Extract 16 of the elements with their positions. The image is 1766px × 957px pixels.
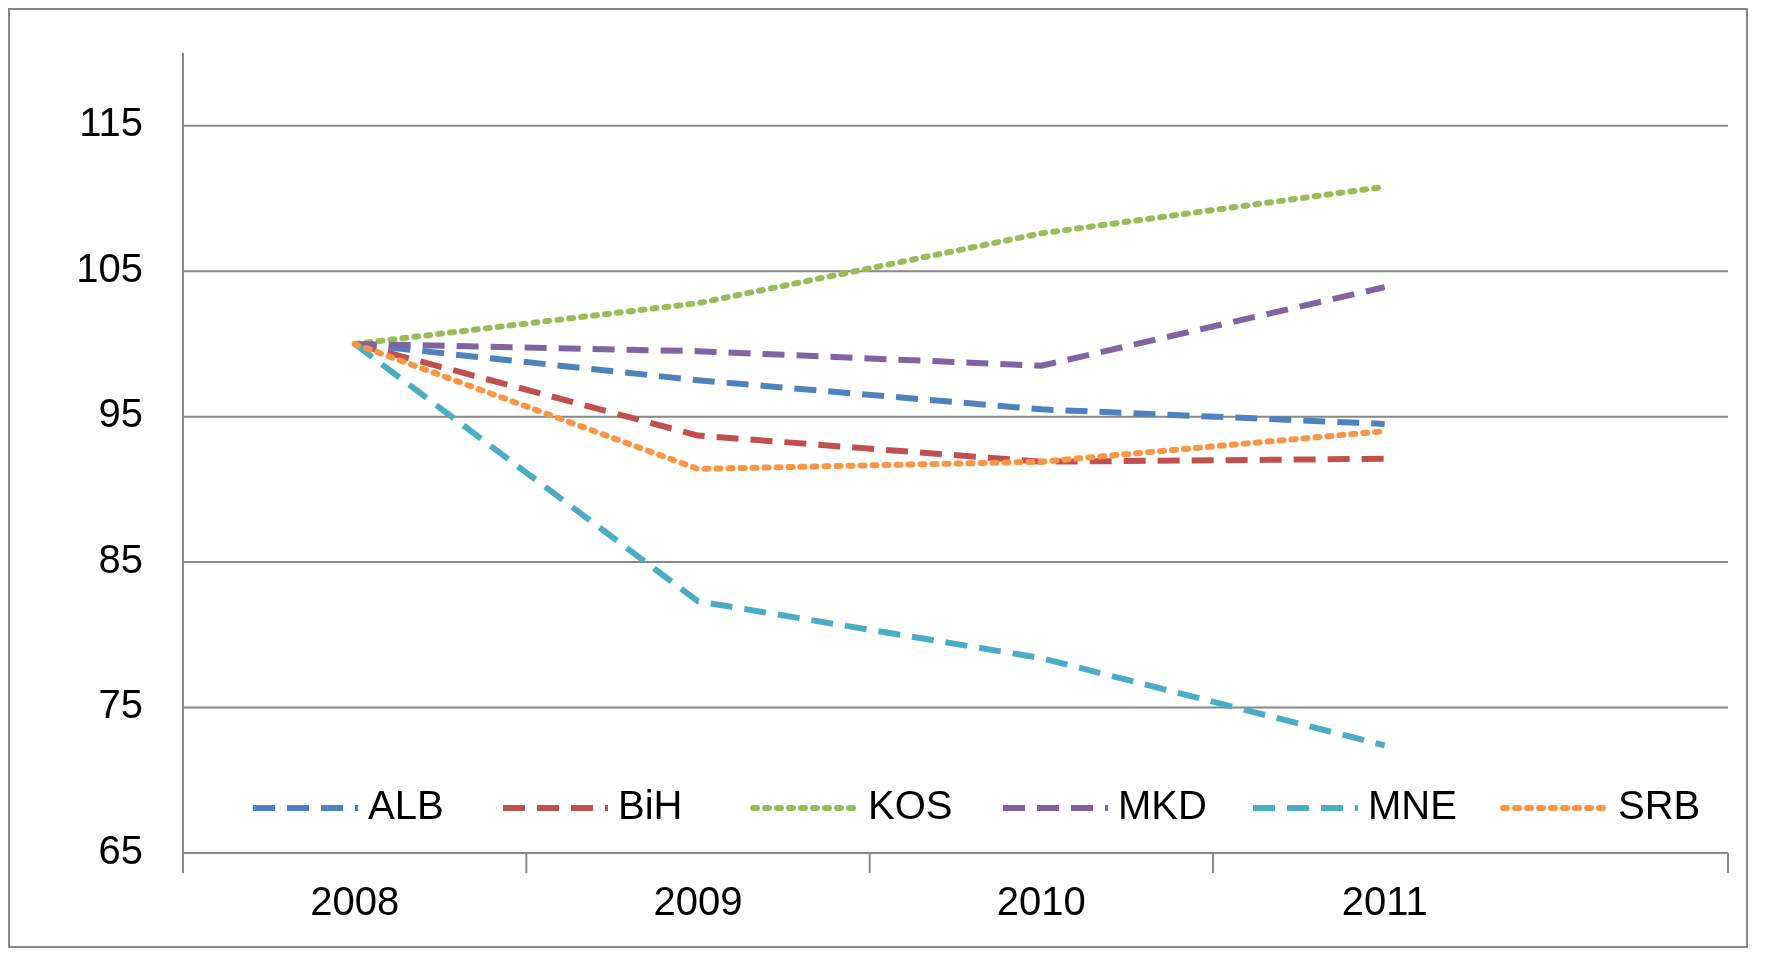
y-tick-label: 115 (79, 100, 143, 145)
y-tick-label: 75 (98, 682, 143, 727)
legend-label: ALB (368, 782, 444, 827)
y-tick-label: 65 (98, 827, 143, 872)
legend-label: MKD (1118, 782, 1207, 827)
legend-label: SRB (1618, 782, 1701, 827)
legend-label: MNE (1368, 782, 1457, 827)
x-tick-label: 2008 (310, 879, 400, 923)
legend-label: KOS (868, 782, 953, 827)
x-tick-label: 2009 (653, 879, 743, 923)
x-tick-label: 2011 (1341, 879, 1428, 923)
y-tick-label: 105 (76, 245, 143, 290)
y-tick-label: 85 (98, 536, 143, 581)
y-tick-label: 95 (98, 391, 143, 436)
legend-label: BiH (618, 782, 683, 827)
x-tick-label: 2010 (996, 879, 1086, 923)
